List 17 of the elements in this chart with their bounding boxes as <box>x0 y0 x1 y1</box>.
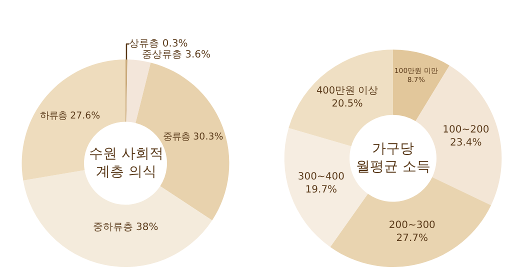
donut-slice <box>393 50 450 122</box>
slice-label: 400만원 이상 <box>316 86 378 97</box>
data-label: 19.7% <box>305 184 338 196</box>
text: 수원 사회적 계층 의식 <box>89 146 164 180</box>
slice-label: 중류층 30.3% <box>163 131 224 142</box>
data-label: 23.4% <box>450 138 482 149</box>
slice-label: 상류층 0.3% <box>129 38 188 50</box>
slice-label: 300~400 <box>298 171 344 182</box>
slice-label: 중하류층 38% <box>92 222 158 233</box>
slice-label: 100~200 <box>442 124 490 136</box>
slice-label: 200~300 <box>388 220 436 231</box>
slice-label: 중상류층 3.6% <box>142 50 211 61</box>
donut-slice <box>126 60 151 124</box>
text: 가구당 월평균 소득 <box>356 141 430 176</box>
data-label: 27.7% <box>396 232 428 244</box>
data-label: 20.5% <box>332 98 363 110</box>
slice-label: 하류층 27.6% <box>40 110 100 122</box>
